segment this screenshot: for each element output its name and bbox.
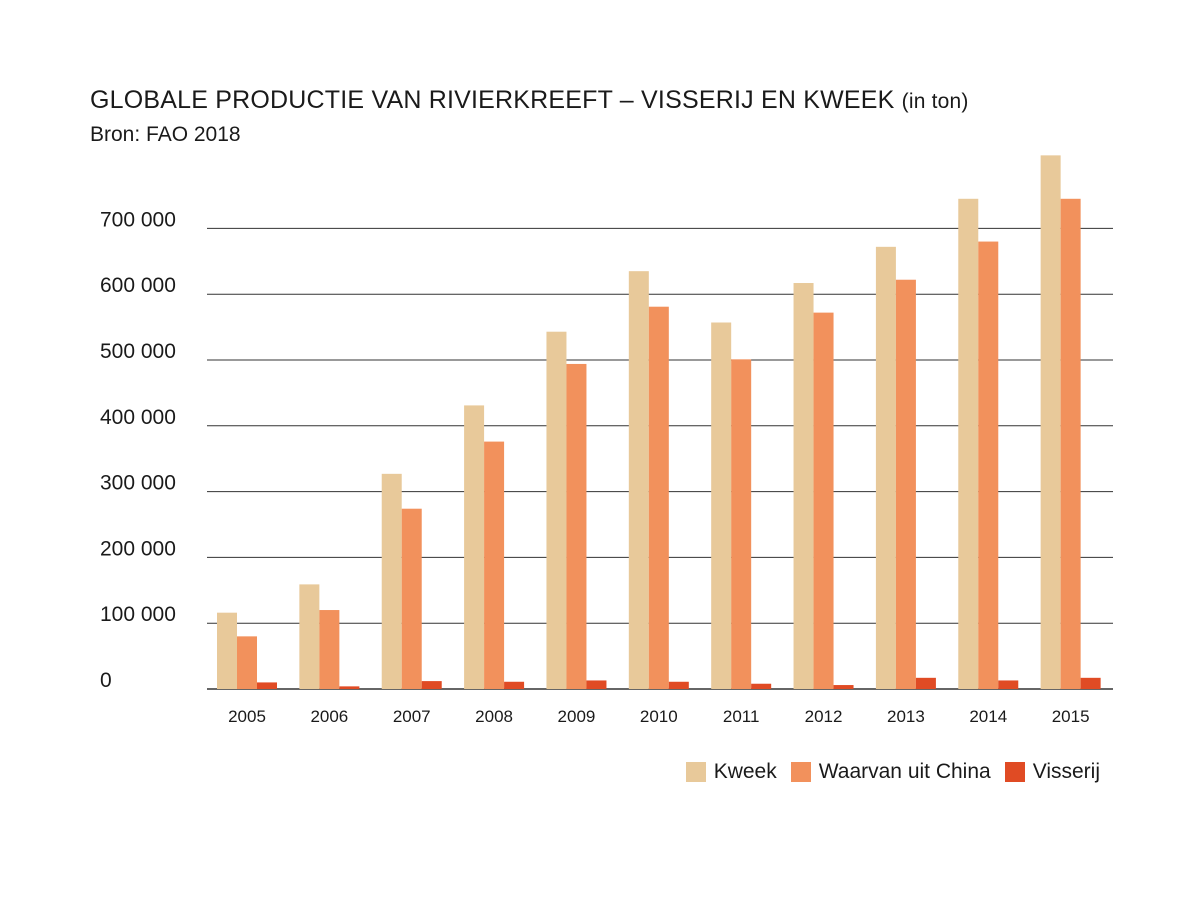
bar-china-2014 (978, 242, 998, 689)
y-tick-label: 600 000 (100, 274, 176, 297)
x-tick-label-2012: 2012 (805, 707, 843, 726)
y-tick-label: 0 (100, 669, 112, 692)
bar-kweek-2006 (299, 584, 319, 689)
x-tick-label-2007: 2007 (393, 707, 431, 726)
bar-kweek-2013 (876, 247, 896, 689)
bar-china-2005 (237, 636, 257, 689)
bar-kweek-2009 (546, 332, 566, 689)
bar-visserij-2008 (504, 682, 524, 689)
bar-kweek-2008 (464, 405, 484, 689)
bar-visserij-2006 (339, 686, 359, 689)
bar-visserij-2014 (998, 680, 1018, 689)
x-tick-label-2008: 2008 (475, 707, 513, 726)
bar-kweek-2014 (958, 199, 978, 689)
x-tick-label-2009: 2009 (558, 707, 596, 726)
y-tick-label: 700 000 (100, 208, 176, 231)
x-tick-label-2005: 2005 (228, 707, 266, 726)
bar-china-2015 (1061, 199, 1081, 689)
bar-visserij-2011 (751, 684, 771, 689)
bar-kweek-2007 (382, 474, 402, 689)
bar-visserij-2007 (422, 681, 442, 689)
y-tick-label: 300 000 (100, 472, 176, 495)
x-axis-ticks: 2005 2006 2007 2008 2009 2010 2011 2012 2013 2014… (228, 707, 1089, 726)
bar-kweek-2012 (794, 283, 814, 689)
bar-china-2012 (814, 313, 834, 689)
y-tick-label: 200 000 (100, 537, 176, 560)
legend-swatch-china (791, 762, 811, 782)
bar-visserij-2009 (586, 680, 606, 689)
legend-item-visserij: Visserij (1005, 760, 1100, 784)
bar-china-2010 (649, 307, 669, 689)
x-tick-label-2006: 2006 (310, 707, 348, 726)
y-tick-label: 400 000 (100, 406, 176, 429)
legend-label-kweek: Kweek (714, 760, 777, 784)
legend-item-kweek: Kweek (686, 760, 777, 784)
bar-china-2006 (319, 610, 339, 689)
bar-china-2009 (566, 364, 586, 689)
legend-label-china: Waarvan uit China (819, 760, 991, 784)
y-tick-label: 500 000 (100, 340, 176, 363)
bar-kweek-2015 (1041, 155, 1061, 689)
bars (217, 155, 1101, 689)
legend-swatch-visserij (1005, 762, 1025, 782)
x-tick-label-2014: 2014 (969, 707, 1007, 726)
y-axis-ticks: 0 100 000 200 000 300 000 400 000 500 000 600 … (100, 208, 176, 692)
legend-swatch-kweek (686, 762, 706, 782)
y-tick-label: 100 000 (100, 603, 176, 626)
bar-china-2011 (731, 359, 751, 689)
bar-kweek-2010 (629, 271, 649, 689)
legend-label-visserij: Visserij (1033, 760, 1100, 784)
bar-china-2007 (402, 509, 422, 689)
bar-kweek-2011 (711, 322, 731, 689)
bar-visserij-2010 (669, 682, 689, 689)
bar-china-2013 (896, 280, 916, 689)
bar-china-2008 (484, 442, 504, 689)
x-tick-label-2013: 2013 (887, 707, 925, 726)
x-tick-label-2011: 2011 (723, 707, 760, 726)
legend: Kweek Waarvan uit China Visserij (686, 760, 1100, 784)
x-tick-label-2010: 2010 (640, 707, 678, 726)
bar-visserij-2013 (916, 678, 936, 689)
bar-kweek-2005 (217, 613, 237, 689)
bar-visserij-2005 (257, 682, 277, 689)
legend-item-china: Waarvan uit China (791, 760, 991, 784)
x-tick-label-2015: 2015 (1052, 707, 1090, 726)
bar-visserij-2012 (834, 685, 854, 689)
bar-visserij-2015 (1081, 678, 1101, 689)
